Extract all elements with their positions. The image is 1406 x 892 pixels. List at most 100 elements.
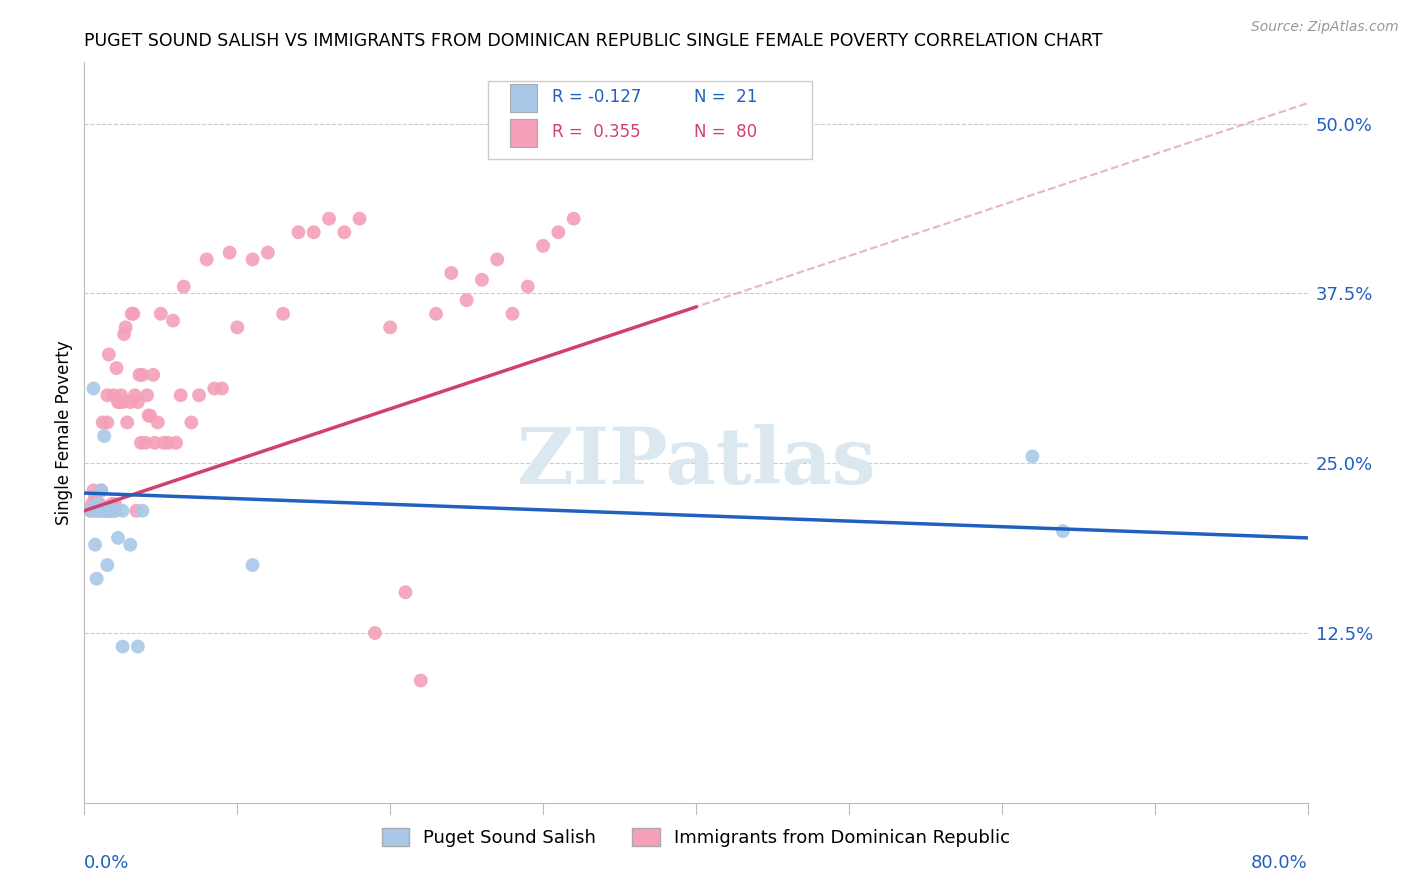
Point	[91, 504, 114, 518]
Text: ZIPatlas: ZIPatlas	[516, 425, 876, 500]
Point	[83, 504, 105, 518]
Text: Source: ZipAtlas.com: Source: ZipAtlas.com	[1251, 20, 1399, 34]
Point	[157, 435, 180, 450]
Point	[120, 538, 142, 552]
Point	[90, 483, 112, 498]
Point	[188, 388, 211, 402]
Point	[195, 252, 218, 267]
Point	[122, 307, 145, 321]
Point	[127, 395, 149, 409]
Point	[318, 211, 340, 226]
Point	[83, 382, 105, 396]
Point	[111, 395, 134, 409]
Point	[486, 252, 509, 267]
Point	[202, 382, 225, 396]
Point	[257, 245, 280, 260]
Point	[211, 382, 233, 396]
Point	[107, 531, 129, 545]
Point	[90, 483, 112, 498]
Point	[79, 504, 101, 518]
Point	[104, 504, 127, 518]
Point	[86, 504, 108, 518]
Point	[124, 388, 146, 402]
FancyBboxPatch shape	[510, 84, 537, 112]
Point	[180, 416, 202, 430]
Point	[242, 252, 264, 267]
Point	[87, 497, 110, 511]
Point	[114, 320, 136, 334]
Text: R = -0.127: R = -0.127	[551, 88, 641, 106]
Point	[409, 673, 432, 688]
Point	[83, 483, 105, 498]
Text: R =  0.355: R = 0.355	[551, 123, 640, 141]
Point	[104, 504, 127, 518]
Point	[287, 225, 309, 239]
Point	[531, 239, 554, 253]
Point	[364, 626, 387, 640]
Point	[80, 497, 103, 511]
Point	[96, 388, 118, 402]
Point	[107, 395, 129, 409]
Point	[94, 504, 117, 518]
Point	[98, 504, 121, 518]
Point	[271, 307, 294, 321]
Point	[108, 395, 131, 409]
Point	[143, 435, 166, 450]
Point	[1052, 524, 1074, 538]
Point	[84, 490, 107, 504]
Point	[91, 416, 114, 430]
Point	[333, 225, 356, 239]
Point	[125, 504, 148, 518]
Point	[110, 388, 132, 402]
Point	[127, 640, 149, 654]
Point	[98, 504, 121, 518]
FancyBboxPatch shape	[510, 119, 537, 147]
Point	[394, 585, 416, 599]
FancyBboxPatch shape	[488, 81, 813, 159]
Point	[129, 435, 152, 450]
Point	[111, 640, 134, 654]
Point	[93, 429, 115, 443]
Point	[97, 347, 120, 361]
Point	[149, 307, 172, 321]
Point	[97, 504, 120, 518]
Point	[349, 211, 371, 226]
Point	[135, 435, 157, 450]
Point	[128, 368, 150, 382]
Point	[131, 504, 153, 518]
Text: 80.0%: 80.0%	[1251, 855, 1308, 872]
Text: N =  21: N = 21	[693, 88, 756, 106]
Point	[131, 368, 153, 382]
Point	[165, 435, 187, 450]
Point	[86, 572, 108, 586]
Point	[562, 211, 585, 226]
Point	[242, 558, 264, 572]
Point	[425, 307, 447, 321]
Point	[104, 497, 127, 511]
Point	[79, 504, 101, 518]
Text: PUGET SOUND SALISH VS IMMIGRANTS FROM DOMINICAN REPUBLIC SINGLE FEMALE POVERTY C: PUGET SOUND SALISH VS IMMIGRANTS FROM DO…	[84, 32, 1102, 50]
Point	[121, 307, 143, 321]
Point	[218, 245, 240, 260]
Point	[89, 504, 111, 518]
Legend: Puget Sound Salish, Immigrants from Dominican Republic: Puget Sound Salish, Immigrants from Domi…	[375, 821, 1017, 855]
Point	[547, 225, 569, 239]
Text: 0.0%: 0.0%	[84, 855, 129, 872]
Point	[162, 313, 184, 327]
Point	[93, 504, 115, 518]
Y-axis label: Single Female Poverty: Single Female Poverty	[55, 341, 73, 524]
Point	[136, 388, 159, 402]
Point	[440, 266, 463, 280]
Point	[94, 504, 117, 518]
Point	[86, 497, 108, 511]
Point	[105, 361, 128, 376]
Point	[380, 320, 402, 334]
Point	[1021, 450, 1043, 464]
Point	[471, 273, 494, 287]
Text: N =  80: N = 80	[693, 123, 756, 141]
Point	[153, 435, 176, 450]
Point	[502, 307, 524, 321]
Point	[96, 416, 118, 430]
Point	[96, 504, 118, 518]
Point	[173, 279, 195, 293]
